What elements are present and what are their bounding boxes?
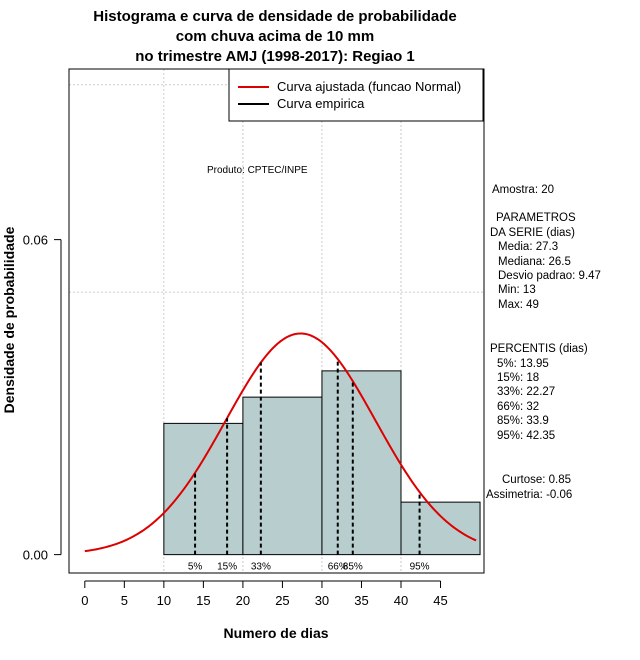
stat-params-title-1: PARAMETROS (496, 212, 576, 224)
percentile-lines: 5% 15% 33% 66%85% 95% (188, 359, 430, 573)
stat-desvio: Desvio padrao: 9.47 (498, 270, 601, 282)
stat-p95: 95%: 42.35 (497, 430, 555, 442)
legend-label-normal: Curva ajustada (funcao Normal) (277, 79, 461, 94)
y-axis: 0.00 0.06 (23, 233, 62, 563)
x-tick-label-9: 45 (433, 593, 447, 608)
chart-title-line-3: no trimestre AMJ (1998-2017): Regiao 1 (135, 48, 415, 65)
histogram-bar-3 (400, 501, 481, 556)
x-tick-label-2: 10 (157, 593, 171, 608)
histogram-bars (163, 370, 481, 556)
x-tick-label-0: 0 (81, 593, 88, 608)
percentile-label-0: 5% (188, 562, 203, 573)
x-tick-label-6: 30 (315, 593, 329, 608)
x-axis: 0 5 10 15 20 25 30 35 40 45 (81, 580, 448, 608)
x-tick-label-1: 5 (121, 593, 128, 608)
histogram-bar-1 (242, 396, 323, 556)
stat-mediana: Mediana: 26.5 (498, 256, 571, 268)
chart-title-line-1: Histograma e curva de densidade de proba… (93, 8, 456, 25)
product-annotation: Produto: CPTEC/INPE (207, 165, 308, 176)
stat-p66: 66%: 32 (497, 401, 539, 413)
stat-assimetria: Assimetria: -0.06 (486, 489, 572, 501)
stat-p5: 5%: 13.95 (497, 358, 549, 370)
stat-p33: 33%: 22.27 (497, 386, 555, 398)
percentile-label-1: 15% (217, 562, 237, 573)
percentile-label-3: 66% (328, 562, 348, 573)
x-axis-label: Numero de dias (223, 625, 328, 641)
legend-box (228, 68, 484, 122)
percentile-label-5: 95% (410, 562, 430, 573)
chart-title-line-2: com chuva acima de 10 mm (176, 28, 374, 45)
stat-curtose: Curtose: 0.85 (502, 474, 571, 486)
percentile-label-4: 85% (343, 562, 363, 573)
y-tick-label-1: 0.06 (23, 233, 48, 248)
histogram-bar-0 (163, 422, 244, 556)
stat-p15: 15%: 18 (497, 372, 539, 384)
stat-amostra: Amostra: 20 (492, 184, 554, 196)
x-tick-label-8: 40 (394, 593, 408, 608)
stat-media: Media: 27.3 (498, 241, 558, 253)
x-tick-label-3: 15 (196, 593, 210, 608)
histogram-bar-2 (321, 370, 402, 556)
y-axis-label: Densidade de probabilidade (1, 226, 17, 413)
stat-p85: 85%: 33.9 (497, 415, 549, 427)
stat-max: Max: 49 (498, 299, 539, 311)
stat-min: Min: 13 (498, 284, 536, 296)
legend: Curva ajustada (funcao Normal) Curva emp… (228, 68, 484, 122)
y-tick-label-0: 0.00 (23, 548, 48, 563)
x-tick-label-5: 25 (275, 593, 289, 608)
stat-percentis-title: PERCENTIS (dias) (490, 343, 588, 355)
stats-panel: Amostra: 20 PARAMETROS DA SERIE (dias) M… (486, 184, 601, 501)
percentile-label-2: 33% (251, 562, 271, 573)
x-tick-label-7: 35 (354, 593, 368, 608)
stat-params-title-2: DA SERIE (dias) (490, 227, 575, 239)
normal-fit-curve (84, 332, 477, 553)
legend-label-empirical: Curva empirica (277, 96, 365, 111)
x-tick-label-4: 20 (236, 593, 250, 608)
